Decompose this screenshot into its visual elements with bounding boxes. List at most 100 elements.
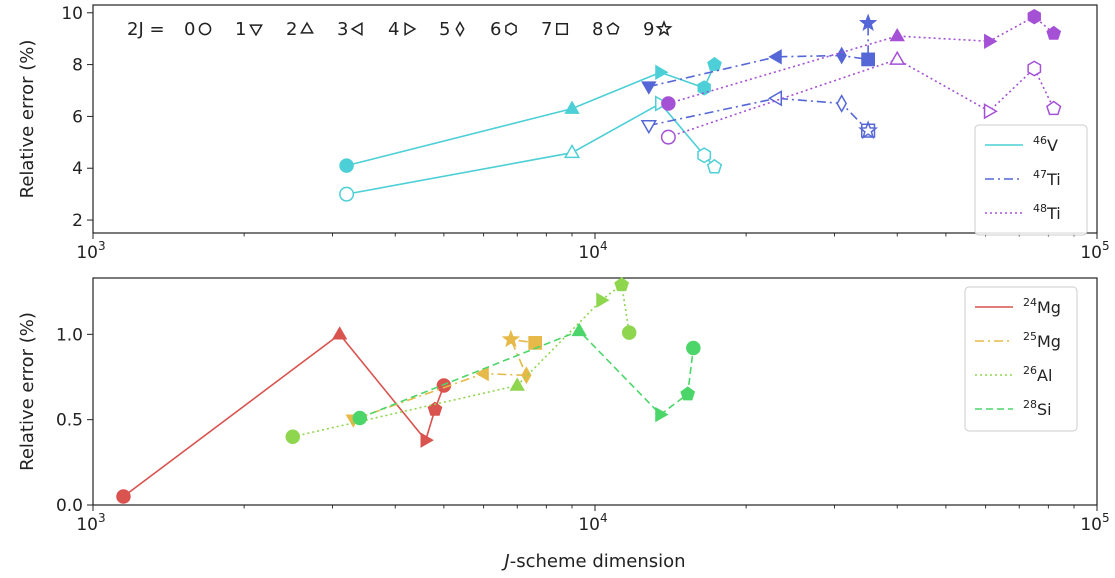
spin-key-marker-diamond (455, 20, 465, 38)
spin-key-value: 2 (286, 19, 297, 40)
y-tick-label: 1.0 (56, 325, 83, 345)
series-24mg-filled (116, 326, 452, 504)
spin-key-marker-triangle-right (404, 22, 417, 36)
x-tick-base: 10 (578, 243, 600, 263)
legend-mass-number: 26 (1023, 364, 1037, 377)
x-tick-label: 105 (1080, 511, 1109, 535)
data-point-triangle-right (420, 432, 434, 448)
data-point-triangle-up (563, 144, 581, 159)
x-tick-exponent: 5 (1102, 239, 1110, 253)
y-axis-label: Relative error (%) (17, 40, 38, 199)
legend-label: 46V (1033, 134, 1058, 155)
x-tick-exponent: 5 (1102, 511, 1110, 525)
data-point-hexagon (697, 147, 712, 164)
x-axis-label-italic: J (501, 551, 509, 572)
x-tick-label: 103 (76, 511, 105, 535)
data-point-circle (339, 186, 355, 202)
spin-key-value: 9 (643, 19, 654, 40)
series-line (346, 64, 716, 167)
data-point-hexagon (697, 80, 711, 96)
data-point-circle (116, 489, 131, 504)
x-tick-label: 103 (76, 239, 105, 263)
data-point-triangle-down (640, 120, 657, 135)
data-point-triangle-up (889, 27, 905, 42)
spin-key-marker-square (555, 22, 569, 36)
x-tick-label: 104 (578, 239, 607, 263)
data-point-circle (352, 410, 368, 426)
series-26al-filled (285, 277, 637, 444)
data-point-circle (339, 158, 354, 173)
data-point-pentagon (1046, 100, 1062, 116)
data-point-pentagon (614, 277, 630, 292)
data-point-pentagon (706, 158, 723, 174)
legend-mass-number: 28 (1023, 398, 1037, 411)
data-point-star (501, 329, 521, 348)
x-axis-label-rest: -scheme dimension (510, 551, 686, 572)
legend-mass-number: 25 (1023, 330, 1037, 343)
legend-element: Ti (1046, 170, 1061, 189)
y-tick-label: 0.0 (56, 496, 83, 516)
x-tick-base: 10 (1080, 243, 1102, 263)
spin-key-value: 5 (439, 19, 450, 40)
data-point-circle (661, 96, 676, 111)
legend-label: 47Ti (1033, 168, 1061, 189)
data-point-circle (686, 340, 701, 356)
data-point-pentagon (1046, 25, 1062, 40)
data-point-triangle-right (596, 292, 610, 308)
series-46v-filled (339, 56, 722, 173)
data-point-diamond (836, 94, 848, 113)
legend-box (974, 124, 1088, 236)
data-point-pentagon (707, 56, 722, 71)
legend-mass-number: 48 (1033, 202, 1047, 215)
data-point-triangle-down (641, 81, 657, 95)
data-point-triangle-left (768, 49, 782, 65)
legend-element: Ti (1046, 204, 1061, 223)
spin-key-value: 8 (592, 19, 603, 40)
spin-key-value: 7 (541, 19, 552, 40)
legend-label: 24Mg (1023, 296, 1061, 317)
x-tick-base: 10 (578, 515, 600, 535)
x-tick-exponent: 3 (98, 511, 106, 525)
series-line (122, 333, 445, 498)
data-point-star (858, 120, 879, 140)
data-point-triangle-right (655, 64, 669, 81)
data-point-circle (285, 429, 301, 444)
data-point-triangle-left (475, 365, 489, 382)
spin-key-value: 1 (235, 19, 246, 40)
legend-element: Mg (1037, 332, 1061, 351)
legend-label: 48Ti (1033, 202, 1061, 223)
y-tick-label: 8 (72, 56, 83, 76)
legend-element: Al (1037, 366, 1052, 385)
legend-element: Mg (1037, 298, 1061, 317)
data-point-triangle-up (889, 50, 906, 65)
legend-label: 25Mg (1023, 330, 1061, 351)
spin-key-marker-hexagon (505, 22, 517, 36)
series-line (648, 23, 869, 88)
y-axis-label: Relative error (%) (17, 312, 38, 471)
spin-key: 2J = 0 1 2 3 4 5 6 7 8 9 (127, 19, 673, 40)
data-point-triangle-right (655, 406, 669, 423)
data-point-triangle-up (509, 377, 525, 391)
legend-element: Si (1037, 400, 1052, 419)
spin-key-value: 4 (388, 19, 399, 40)
data-point-pentagon (427, 401, 443, 416)
series-28si-filled (352, 322, 701, 426)
x-tick-base: 10 (1080, 515, 1102, 535)
y-tick-label: 10 (61, 4, 83, 24)
x-tick-exponent: 4 (600, 511, 608, 525)
x-tick-label: 104 (578, 511, 607, 535)
x-tick-label: 105 (1080, 239, 1109, 263)
legend-box (964, 286, 1078, 432)
spin-key-marker-star (655, 20, 673, 37)
series-line (648, 97, 869, 132)
data-point-square (861, 52, 875, 67)
data-point-triangle-up (331, 326, 348, 340)
x-axis-label: J-scheme dimension (501, 551, 685, 572)
data-point-triangle-up (564, 100, 580, 114)
legend-mass-number: 47 (1033, 168, 1047, 181)
legend-mass-number: 46 (1033, 134, 1047, 147)
